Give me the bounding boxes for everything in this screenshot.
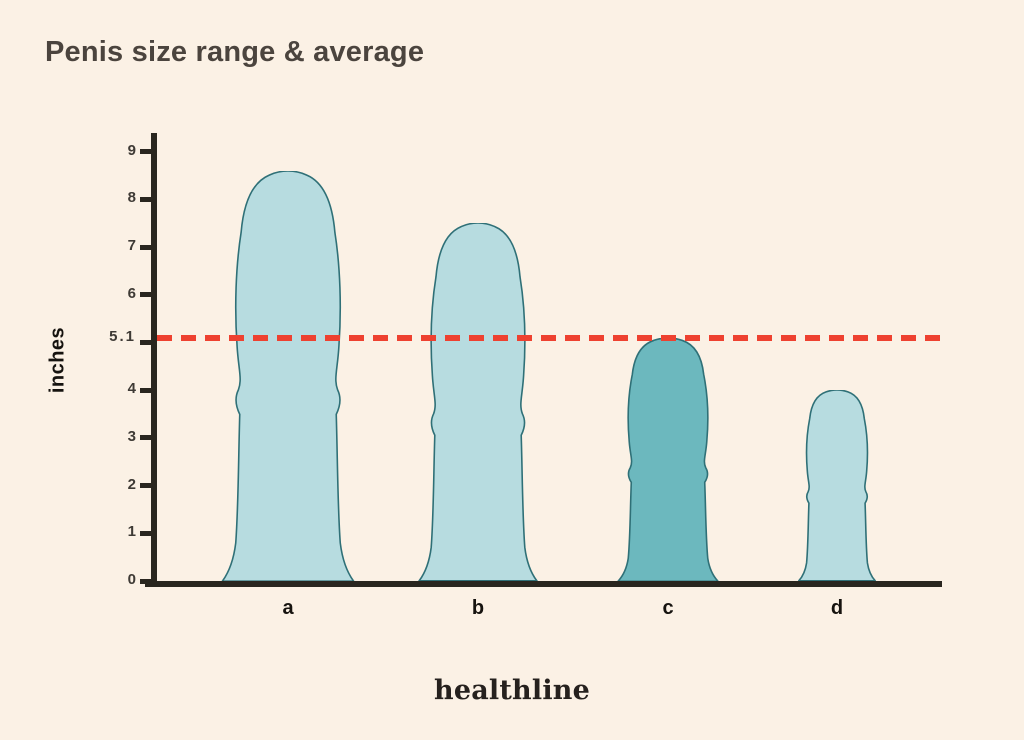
y-tick-2 [140, 483, 153, 489]
x-label-a: a [282, 597, 294, 619]
bar-shape-a [221, 170, 355, 581]
y-tick-5 [140, 340, 153, 345]
x-label-d: d [830, 597, 844, 619]
average-value-label: 5.1 [109, 327, 136, 345]
bar-shape-c [617, 337, 719, 581]
y-tick-7 [140, 244, 153, 250]
y-tick-3 [140, 435, 153, 441]
x-label-b: b [471, 597, 485, 619]
page-title: Penis size range & average [45, 36, 425, 68]
y-tick-label-3: 3 [127, 427, 136, 445]
x-label-c: c [662, 597, 674, 619]
y-tick-8 [140, 196, 153, 202]
y-tick-label-7: 7 [127, 237, 136, 255]
bar-shape-d [798, 390, 876, 581]
y-tick-label-1: 1 [127, 523, 136, 541]
y-tick-4 [140, 387, 153, 393]
y-tick-label-4: 4 [127, 380, 136, 398]
y-tick-label-6: 6 [127, 284, 136, 302]
y-axis-title: inches [46, 326, 69, 394]
y-tick-label-2: 2 [127, 475, 136, 493]
average-dashed-line [157, 334, 942, 341]
x-axis-line [145, 581, 942, 587]
y-tick-label-9: 9 [127, 141, 136, 159]
y-tick-6 [140, 292, 153, 298]
bar-shape-b [418, 223, 538, 581]
y-tick-label-8: 8 [127, 189, 136, 207]
healthline-logo: healthline [434, 675, 590, 706]
y-tick-1 [140, 530, 153, 536]
y-tick-label-0: 0 [127, 571, 136, 588]
y-tick-9 [140, 149, 153, 155]
y-axis-line [151, 133, 157, 587]
